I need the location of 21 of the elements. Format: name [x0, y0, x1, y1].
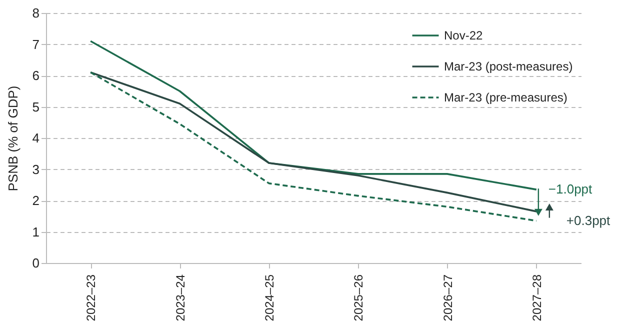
x-tick-label: 2023–24 — [173, 274, 188, 322]
y-tick-label: 0 — [32, 256, 40, 270]
y-tick-label: 4 — [32, 130, 40, 146]
y-tick-label: 7 — [32, 36, 40, 52]
y-tick-label: 2 — [32, 193, 40, 208]
y-tick-label: 8 — [32, 6, 40, 20]
legend-label: Nov-22 — [444, 28, 484, 42]
y-axis-title: PSNB (% of GDP) — [5, 86, 20, 192]
x-tick-label: 2027–28 — [530, 274, 544, 322]
y-tick-label: 1 — [32, 224, 40, 240]
x-tick-label: 2022–23 — [84, 274, 98, 322]
annotation: −1.0ppt — [548, 182, 593, 197]
x-tick-label: 2024–25 — [262, 274, 276, 322]
y-tick-label: 5 — [32, 99, 40, 114]
legend-label: Mar-23 (pre-measures) — [444, 90, 568, 104]
x-tick-label: 2025–26 — [352, 274, 366, 322]
y-tick-label: 6 — [32, 68, 40, 83]
annotation: +0.3ppt — [566, 212, 611, 228]
y-tick-label: 3 — [32, 162, 40, 177]
legend-label: Mar-23 (post-measures) — [444, 60, 573, 74]
x-tick-label: 2026–27 — [440, 274, 455, 322]
